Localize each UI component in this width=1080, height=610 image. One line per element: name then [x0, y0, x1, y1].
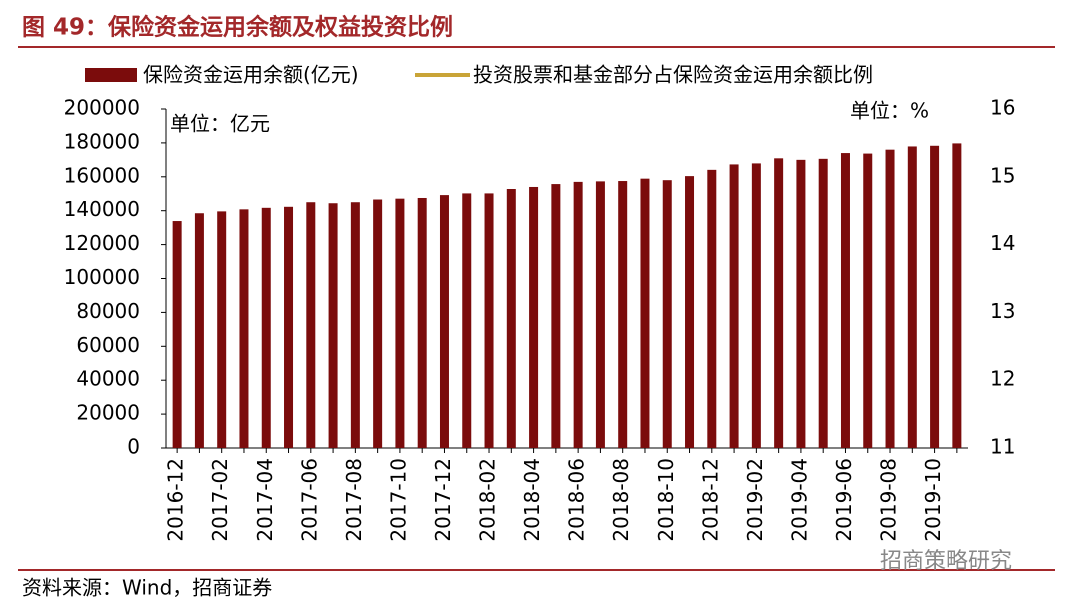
bar [707, 169, 717, 448]
x-tick-label: 2017-08 [342, 458, 366, 542]
bar [573, 181, 583, 448]
y-tick-label: 180000 [64, 129, 140, 153]
bar [506, 189, 516, 448]
bar [350, 202, 360, 448]
bar [863, 153, 873, 449]
bar [595, 181, 605, 448]
unit-right: 单位：% [850, 99, 929, 123]
x-tick-label: 2019-08 [877, 458, 901, 542]
y2-tick-label: 15 [990, 163, 1015, 187]
x-tick-label: 2018-12 [698, 458, 722, 542]
bar [484, 193, 494, 448]
y2-tick-label: 13 [990, 299, 1015, 323]
bar [818, 158, 828, 448]
x-tick-label: 2016-12 [164, 458, 188, 542]
bar [907, 146, 917, 448]
y-tick-label: 140000 [64, 197, 140, 221]
bar [685, 176, 695, 448]
x-tick-label: 2019-02 [743, 458, 767, 542]
bar [796, 159, 806, 448]
y2-tick-label: 14 [990, 231, 1015, 255]
bar [774, 158, 784, 448]
x-tick-label: 2018-04 [520, 458, 544, 542]
bar [729, 164, 739, 448]
x-tick-label: 2017-04 [253, 458, 277, 542]
bar [662, 180, 672, 448]
y-tick-label: 0 [127, 435, 140, 459]
bar [373, 199, 383, 448]
bar [840, 153, 850, 448]
bar [261, 207, 271, 448]
bar [618, 181, 628, 448]
x-tick-label: 2019-06 [832, 458, 856, 542]
x-tick-label: 2019-04 [787, 458, 811, 542]
bar [284, 206, 294, 448]
bar [239, 209, 249, 448]
legend-swatch [85, 68, 137, 82]
y2-tick-label: 11 [990, 435, 1015, 459]
bar [439, 195, 449, 448]
bar [462, 193, 472, 448]
legend-label: 投资股票和基金部分占保险资金运用余额比例 [473, 63, 873, 87]
x-tick-label: 2018-02 [476, 458, 500, 542]
x-tick-label: 2019-10 [921, 458, 945, 542]
bar [640, 178, 650, 449]
y-tick-label: 160000 [64, 163, 140, 187]
x-tick-label: 2017-10 [386, 458, 410, 542]
y2-tick-label: 12 [990, 367, 1015, 391]
y-tick-label: 80000 [76, 299, 140, 323]
chart-title: 图 49：保险资金运用余额及权益投资比例 [22, 14, 453, 41]
source: 资料来源：Wind，招商证券 [22, 576, 272, 600]
bar [551, 184, 561, 448]
x-tick-label: 2018-06 [565, 458, 589, 542]
bar [217, 211, 227, 448]
y-tick-label: 120000 [64, 231, 140, 255]
bar [172, 221, 182, 448]
bar [395, 198, 405, 448]
y-tick-label: 200000 [64, 96, 140, 120]
bar [194, 213, 204, 448]
bar [328, 203, 338, 448]
x-tick-label: 2017-02 [208, 458, 232, 542]
x-tick-label: 2017-06 [297, 458, 321, 542]
y-tick-label: 20000 [76, 401, 140, 425]
bar [417, 197, 427, 448]
x-tick-label: 2018-10 [654, 458, 678, 542]
watermark: 招商策略研究 [880, 549, 1012, 574]
y2-tick-label: 16 [990, 96, 1015, 120]
bar [751, 163, 761, 449]
bar [930, 145, 940, 448]
unit-left: 单位：亿元 [170, 112, 270, 136]
y-tick-label: 40000 [76, 367, 140, 391]
legend-label: 保险资金运用余额(亿元) [143, 63, 359, 87]
y-tick-label: 100000 [64, 265, 140, 289]
bar [885, 149, 895, 448]
x-tick-label: 2018-08 [609, 458, 633, 542]
y-tick-label: 60000 [76, 333, 140, 357]
bar [952, 143, 962, 448]
bar [529, 186, 539, 448]
bar [306, 202, 316, 448]
x-tick-label: 2017-12 [431, 458, 455, 542]
